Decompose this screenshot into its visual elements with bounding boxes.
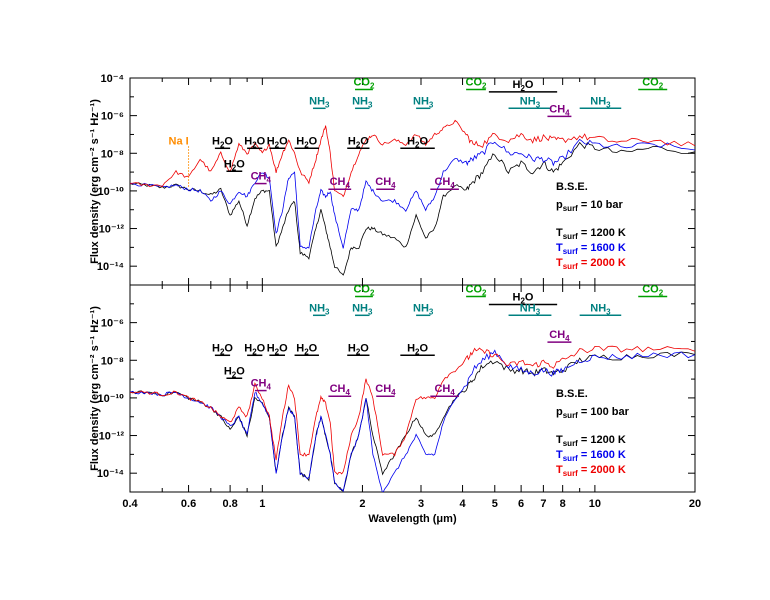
x-tick-label: 0.6 [181,498,196,510]
plot-frame-psurf-100-bar [129,284,696,493]
x-tick-label: 4 [459,498,466,510]
band-label-h2o: H2O [224,158,245,172]
band-label-nh3: NH3 [413,95,434,109]
band-label-nh3: NH3 [352,95,373,109]
band-label-h2o: H2O [407,135,428,149]
legend-psurf: psurf = 10 bar [556,199,624,213]
band-label-co2: CO2 [353,76,375,90]
x-axis-label: Wavelength (μm) [368,513,457,525]
legend-item-1: Tsurf = 1200 K [556,227,626,241]
y-tick-label: 10⁻¹⁴ [97,261,124,273]
x-tick-label: 6 [518,498,524,510]
y-tick-label: 10⁻⁸ [101,355,124,367]
band-label-co2: CO2 [642,76,664,90]
band-label-h2o: H2O [212,135,233,149]
y-tick-label: 10⁻¹⁰ [97,186,124,198]
legend-title: B.S.E. [556,181,588,193]
band-label-ch4: CH4 [251,378,272,392]
band-label-ch4: CH4 [330,383,351,397]
band-label-ch4: CH4 [434,383,455,397]
band-label-ch4: CH4 [330,176,351,190]
x-tick-label: 3 [418,498,424,510]
band-label-h2o: H2O [224,365,245,379]
series-line-3 [130,119,695,198]
legend-item-3: Tsurf = 2000 K [556,464,626,478]
band-label-nh3: NH3 [309,302,330,316]
legend-psurf: psurf = 100 bar [556,406,630,420]
band-label-nh3: NH3 [590,95,611,109]
y-tick-label: 10⁻¹² [99,224,125,236]
band-label-na-i: Na I [169,135,189,147]
y-tick-label: 10⁻⁴ [101,73,124,85]
band-label-h2o: H2O [296,342,317,356]
band-label-h2o: H2O [212,342,233,356]
y-tick-label: 10⁻⁸ [101,148,124,160]
band-label-co2: CO2 [353,283,375,297]
legend-item-2: Tsurf = 1600 K [556,242,626,256]
y-tick-label: 10⁻¹⁴ [97,468,124,480]
x-tick-label: 10 [589,498,601,510]
band-label-h2o: H2O [296,135,317,149]
band-label-ch4: CH4 [549,329,570,343]
band-label-nh3: NH3 [413,302,434,316]
band-label-nh3: NH3 [520,302,541,316]
x-tick-label: 8 [560,498,566,510]
x-tick-label: 0.8 [222,498,237,510]
series-line-3 [130,345,695,476]
band-label-h2o: H2O [513,79,534,93]
x-tick-label: 0.4 [122,498,138,510]
x-tick-label: 2 [359,498,365,510]
band-label-ch4: CH4 [375,176,396,190]
band-label-ch4: CH4 [434,176,455,190]
band-label-h2o: H2O [348,342,369,356]
y-tick-label: 10⁻⁶ [101,318,124,330]
band-label-nh3: NH3 [352,302,373,316]
x-tick-label: 5 [492,498,498,510]
band-label-co2: CO2 [642,283,664,297]
band-label-nh3: NH3 [590,302,611,316]
band-label-nh3: NH3 [309,95,330,109]
x-tick-label: 20 [689,498,701,510]
legend-item-3: Tsurf = 2000 K [556,257,626,271]
legend-item-1: Tsurf = 1200 K [556,434,626,448]
x-tick-label: 7 [540,498,546,510]
y-tick-label: 10⁻¹⁰ [97,393,124,405]
band-label-h2o: H2O [267,342,288,356]
band-label-ch4: CH4 [375,383,396,397]
band-label-ch4: CH4 [251,171,272,185]
band-label-h2o: H2O [513,292,534,306]
legend-title: B.S.E. [556,388,588,400]
band-label-co2: CO2 [466,76,488,90]
y-tick-label: 10⁻¹² [99,431,125,443]
series-line-2 [130,349,695,492]
y-tick-label: 10⁻⁶ [101,111,124,123]
band-label-ch4: CH4 [549,103,570,117]
band-label-co2: CO2 [466,283,488,297]
band-label-h2o: H2O [267,135,288,149]
x-tick-label: 1 [259,498,265,510]
band-label-nh3: NH3 [520,95,541,109]
band-label-h2o: H2O [244,342,265,356]
band-label-h2o: H2O [348,135,369,149]
series-line-2 [130,138,695,250]
legend-item-2: Tsurf = 1600 K [556,449,626,463]
y-axis-label: Flux density (erg cm⁻² s⁻¹ Hz⁻¹) [89,99,101,264]
series-line-1 [130,141,695,276]
band-label-h2o: H2O [244,135,265,149]
band-label-h2o: H2O [407,342,428,356]
y-axis-label: Flux density (erg cm⁻² s⁻¹ Hz⁻¹) [89,306,101,471]
